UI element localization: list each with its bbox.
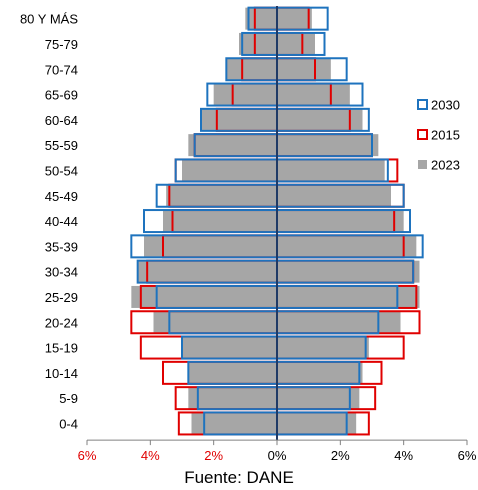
bar-2023-left-10-14 bbox=[188, 361, 277, 384]
x-tick-label-6: 6% bbox=[458, 448, 477, 463]
category-label-75-79: 75-79 bbox=[45, 37, 78, 52]
category-label-80 Y MÁS: 80 Y MÁS bbox=[20, 12, 78, 27]
x-tick-label-3: 0% bbox=[268, 448, 287, 463]
bar-2023-right-75-79 bbox=[277, 32, 315, 55]
x-tick-label-1: 4% bbox=[141, 448, 160, 463]
bar-2023-right-10-14 bbox=[277, 361, 363, 384]
bar-2023-right-50-54 bbox=[277, 159, 385, 182]
category-label-45-49: 45-49 bbox=[45, 189, 78, 204]
bar-2023-left-35-39 bbox=[144, 235, 277, 258]
legend-label-2030: 2030 bbox=[431, 98, 460, 113]
chart-svg: 0-4 5-9 10-14 15-19 20-24 25-29 30-34 35-39 40-4… bbox=[20, 6, 477, 463]
bar-2023-left-80 Y MÁS bbox=[245, 7, 277, 30]
bar-2023-left-70-74 bbox=[226, 58, 277, 81]
category-label-15-19: 15-19 bbox=[45, 341, 78, 356]
legend-swatch-2015 bbox=[417, 129, 428, 140]
source-caption: Fuente: DANE bbox=[184, 468, 294, 487]
category-label-40-44: 40-44 bbox=[45, 214, 78, 229]
bar-2023-left-0-4 bbox=[191, 412, 277, 435]
bar-2023-right-5-9 bbox=[277, 387, 360, 410]
bar-2023-right-15-19 bbox=[277, 336, 369, 359]
bar-2023-right-70-74 bbox=[277, 58, 331, 81]
category-label-20-24: 20-24 bbox=[45, 315, 78, 330]
category-label-35-39: 35-39 bbox=[45, 239, 78, 254]
bar-2023-left-45-49 bbox=[166, 184, 277, 207]
legend-swatch-2023 bbox=[418, 160, 427, 169]
x-tick-label-2: 2% bbox=[204, 448, 223, 463]
category-label-70-74: 70-74 bbox=[45, 62, 78, 77]
bar-2023-left-40-44 bbox=[163, 210, 277, 233]
bar-2023-left-75-79 bbox=[239, 32, 277, 55]
bar-2023-left-55-59 bbox=[188, 134, 277, 157]
bar-2023-right-20-24 bbox=[277, 311, 401, 334]
category-label-60-64: 60-64 bbox=[45, 113, 78, 128]
category-label-0-4: 0-4 bbox=[59, 416, 78, 431]
bar-2023-left-25-29 bbox=[131, 285, 277, 308]
category-label-25-29: 25-29 bbox=[45, 290, 78, 305]
x-tick-label-5: 4% bbox=[394, 448, 413, 463]
category-label-55-59: 55-59 bbox=[45, 138, 78, 153]
bar-2023-right-40-44 bbox=[277, 210, 404, 233]
bar-2023-right-60-64 bbox=[277, 108, 363, 131]
bar-2023-left-5-9 bbox=[188, 387, 277, 410]
category-label-65-69: 65-69 bbox=[45, 88, 78, 103]
bar-2023-right-25-29 bbox=[277, 285, 420, 308]
bar-2023-right-80 Y MÁS bbox=[277, 7, 312, 30]
bar-2023-left-60-64 bbox=[201, 108, 277, 131]
category-label-50-54: 50-54 bbox=[45, 163, 78, 178]
bar-2023-left-15-19 bbox=[182, 336, 277, 359]
bar-2023-right-55-59 bbox=[277, 134, 379, 157]
bar-2023-left-20-24 bbox=[153, 311, 277, 334]
bar-2023-right-45-49 bbox=[277, 184, 391, 207]
bar-2023-right-65-69 bbox=[277, 83, 350, 106]
bar-2023-left-65-69 bbox=[213, 83, 277, 106]
x-tick-label-0: 6% bbox=[78, 448, 97, 463]
category-label-5-9: 5-9 bbox=[59, 391, 78, 406]
legend-label-2015: 2015 bbox=[431, 128, 460, 143]
legend-swatch-2030 bbox=[417, 99, 428, 110]
bar-2023-right-35-39 bbox=[277, 235, 417, 258]
legend-label-2023: 2023 bbox=[431, 158, 460, 173]
category-label-30-34: 30-34 bbox=[45, 265, 78, 280]
bar-2023-right-30-34 bbox=[277, 260, 420, 283]
bar-2023-left-50-54 bbox=[182, 159, 277, 182]
bar-2023-right-0-4 bbox=[277, 412, 357, 435]
category-label-10-14: 10-14 bbox=[45, 366, 78, 381]
x-tick-label-4: 2% bbox=[331, 448, 350, 463]
bar-2023-left-30-34 bbox=[137, 260, 277, 283]
